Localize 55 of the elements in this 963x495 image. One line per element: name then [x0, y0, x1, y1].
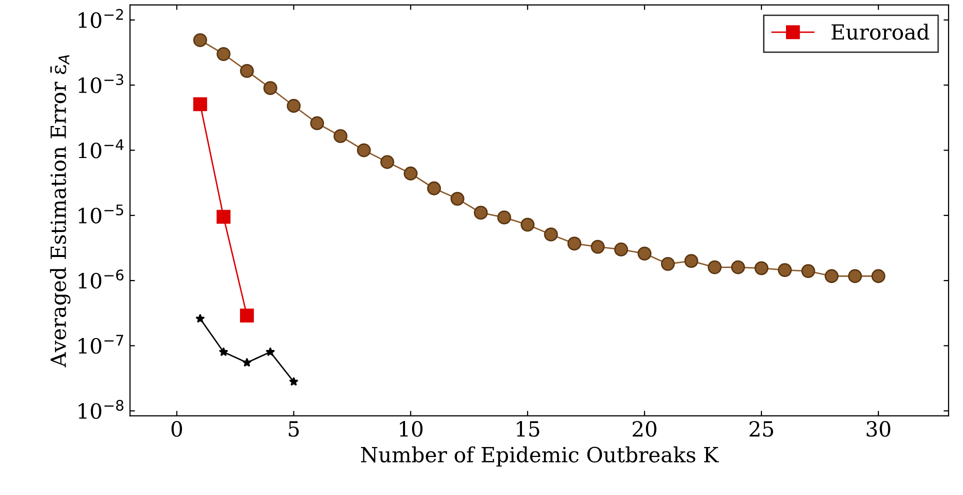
point	[684, 254, 698, 268]
point	[754, 261, 768, 276]
y-axis-title: Averaged Estimation Error ε̄$_{A}$	[50, 55, 70, 368]
point	[474, 206, 488, 220]
point	[289, 376, 298, 386]
x-tick-label: 0	[172, 421, 182, 437]
point	[196, 314, 205, 323]
x-tick-label: 30	[866, 421, 890, 437]
point	[638, 246, 652, 260]
x-tick-label: 20	[632, 421, 656, 437]
point	[334, 129, 348, 144]
point	[660, 256, 675, 271]
point	[801, 264, 816, 278]
point	[193, 97, 208, 112]
legend-label: Euroroad	[832, 24, 930, 40]
x-tick-label: 15	[516, 421, 540, 437]
point	[427, 181, 441, 196]
y-tick-label: 10$^{−2}$	[78, 8, 123, 28]
point	[240, 64, 254, 78]
point	[567, 236, 582, 250]
point	[778, 263, 792, 277]
y-tick-label: 10$^{−6}$	[78, 270, 124, 289]
point	[356, 143, 371, 158]
point	[242, 358, 252, 367]
x-tick-label: 5	[288, 421, 299, 437]
point	[731, 260, 746, 274]
y-tick-label: 10$^{−5}$	[78, 204, 124, 224]
point	[240, 308, 254, 323]
point	[310, 116, 324, 130]
y-tick-label: 10$^{−3}$	[78, 74, 124, 94]
point	[216, 210, 230, 224]
y-tick-label: 10$^{−4}$	[78, 139, 124, 158]
point	[824, 269, 839, 284]
point	[871, 269, 886, 284]
point	[266, 347, 275, 356]
x-tick-label: 25	[750, 421, 774, 437]
point	[216, 47, 230, 61]
point	[497, 210, 512, 224]
y-tick-label: 10$^{−8}$	[78, 400, 124, 419]
point	[263, 81, 278, 96]
point	[614, 242, 628, 256]
point	[404, 166, 418, 180]
point	[520, 218, 535, 232]
y-tick-label: 10$^{−7}$	[78, 334, 124, 354]
point	[450, 192, 464, 206]
point	[286, 98, 301, 113]
x-tick-label: 10	[400, 421, 423, 437]
point	[590, 240, 605, 254]
point	[380, 155, 394, 169]
point	[193, 33, 208, 48]
point	[708, 260, 722, 274]
point	[544, 228, 558, 242]
x-axis-title: Number of Epidemic Outbreaks K	[361, 446, 719, 467]
point	[848, 269, 862, 284]
point	[218, 347, 228, 356]
